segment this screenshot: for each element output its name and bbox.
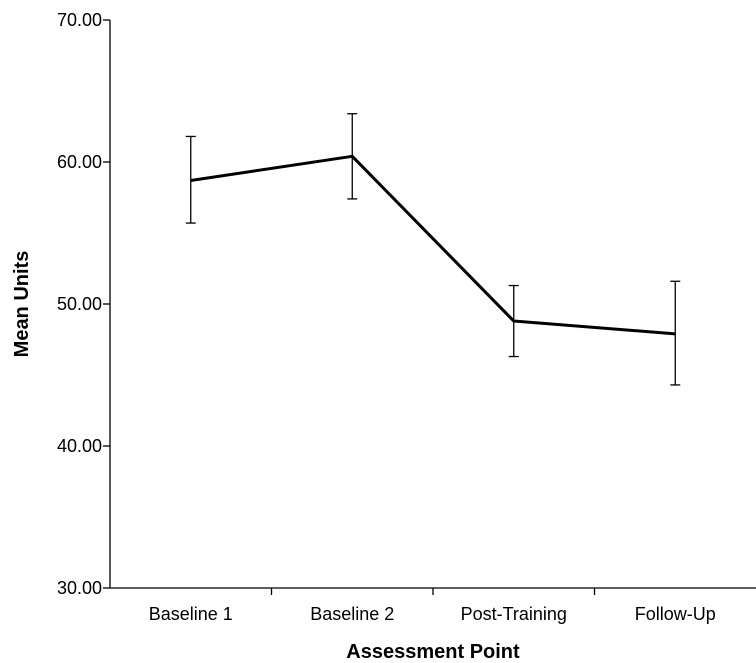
x-axis-title: Assessment Point <box>346 641 520 663</box>
y-tick-label: 50.00 <box>57 294 102 314</box>
x-tick-label: Baseline 1 <box>149 604 233 624</box>
x-tick-label: Follow-Up <box>635 604 716 624</box>
y-tick-label: 30.00 <box>57 578 102 598</box>
x-tick-label: Post-Training <box>461 604 567 624</box>
y-axis: 30.00 40.00 50.00 60.00 70.00 <box>57 10 111 598</box>
y-tick-label: 70.00 <box>57 10 102 30</box>
x-tick-label: Baseline 2 <box>310 604 394 624</box>
x-axis: Baseline 1 Baseline 2 Post-Training Follow-… <box>110 587 756 624</box>
y-tick-label: 60.00 <box>57 152 102 172</box>
series <box>185 113 681 386</box>
y-axis-title: Mean Units <box>11 251 33 358</box>
y-tick-label: 40.00 <box>57 436 102 456</box>
series-line <box>190 154 676 336</box>
